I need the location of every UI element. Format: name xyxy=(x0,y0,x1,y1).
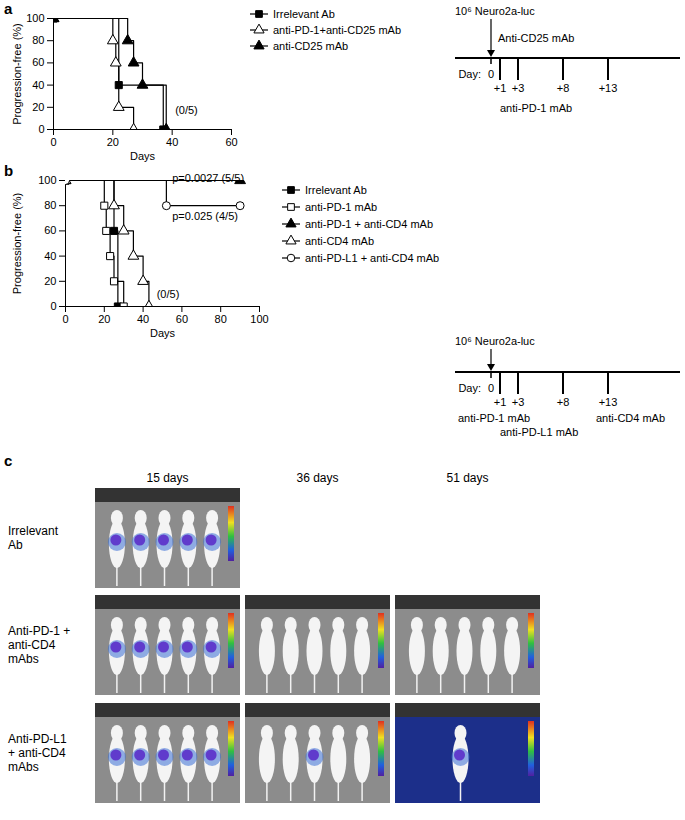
svg-text:a: a xyxy=(4,0,13,17)
svg-text:100: 100 xyxy=(250,313,268,325)
svg-text:mAbs: mAbs xyxy=(8,760,39,774)
svg-text:Anti-CD25 mAb: Anti-CD25 mAb xyxy=(498,32,574,44)
svg-text:60: 60 xyxy=(176,313,188,325)
svg-text:+8: +8 xyxy=(557,82,570,94)
svg-text:80: 80 xyxy=(32,34,44,46)
svg-text:40: 40 xyxy=(32,79,44,91)
svg-text:+8: +8 xyxy=(557,396,570,408)
svg-text:anti-PD-1 + anti-CD4 mAb: anti-PD-1 + anti-CD4 mAb xyxy=(305,218,433,230)
svg-text:60: 60 xyxy=(225,136,237,148)
svg-text:anti-CD25 mAb: anti-CD25 mAb xyxy=(273,40,348,52)
svg-text:anti-CD4: anti-CD4 xyxy=(8,638,56,652)
svg-text:p=0.025 (4/5): p=0.025 (4/5) xyxy=(172,210,238,222)
svg-text:100: 100 xyxy=(26,12,44,24)
svg-text:0: 0 xyxy=(50,136,56,148)
svg-text:anti-PD-1+anti-CD25 mAb: anti-PD-1+anti-CD25 mAb xyxy=(273,24,401,36)
svg-text:0: 0 xyxy=(50,300,56,312)
svg-text:36 days: 36 days xyxy=(296,471,338,485)
svg-text:Progression-free (%): Progression-free (%) xyxy=(11,193,23,294)
svg-text:+1: +1 xyxy=(494,82,507,94)
svg-text:40: 40 xyxy=(137,313,149,325)
svg-text:Day:: Day: xyxy=(458,68,481,80)
svg-text:Progression-free (%): Progression-free (%) xyxy=(11,23,23,124)
svg-text:20: 20 xyxy=(44,275,56,287)
svg-text:+13: +13 xyxy=(599,82,618,94)
svg-text:10⁶ Neuro2a-luc: 10⁶ Neuro2a-luc xyxy=(455,335,535,347)
svg-text:anti-PD-1 mAb: anti-PD-1 mAb xyxy=(305,201,377,213)
svg-text:60: 60 xyxy=(32,56,44,68)
svg-text:Day:: Day: xyxy=(458,382,481,394)
svg-text:10⁶ Neuro2a-luc: 10⁶ Neuro2a-luc xyxy=(455,5,535,17)
svg-text:anti-PD-1 mAb: anti-PD-1 mAb xyxy=(500,102,572,114)
svg-text:Irrelevant Ab: Irrelevant Ab xyxy=(305,184,367,196)
svg-text:c: c xyxy=(4,452,12,469)
svg-text:Ab: Ab xyxy=(8,538,23,552)
svg-text:anti-CD4 mAb: anti-CD4 mAb xyxy=(596,412,665,424)
svg-text:p=0.0027 (5/5): p=0.0027 (5/5) xyxy=(172,172,244,184)
svg-text:80: 80 xyxy=(215,313,227,325)
svg-text:anti-PD-L1 + anti-CD4 mAb: anti-PD-L1 + anti-CD4 mAb xyxy=(305,252,439,264)
svg-text:0: 0 xyxy=(488,68,494,80)
svg-text:+1: +1 xyxy=(494,396,507,408)
svg-text:100: 100 xyxy=(38,174,56,186)
svg-text:anti-PD-L1 mAb: anti-PD-L1 mAb xyxy=(500,426,578,438)
svg-text:20: 20 xyxy=(107,136,119,148)
svg-text:+13: +13 xyxy=(599,396,618,408)
svg-text:40: 40 xyxy=(44,250,56,262)
svg-text:mAbs: mAbs xyxy=(8,652,39,666)
svg-text:20: 20 xyxy=(98,313,110,325)
svg-text:Days: Days xyxy=(150,327,176,339)
svg-text:40: 40 xyxy=(166,136,178,148)
svg-text:+3: +3 xyxy=(512,396,525,408)
svg-text:Irrelevant: Irrelevant xyxy=(8,524,59,538)
svg-text:anti-CD4 mAb: anti-CD4 mAb xyxy=(305,235,374,247)
svg-text:0: 0 xyxy=(488,382,494,394)
svg-text:Anti-PD-L1: Anti-PD-L1 xyxy=(8,732,67,746)
svg-text:51 days: 51 days xyxy=(446,471,488,485)
svg-text:80: 80 xyxy=(44,199,56,211)
svg-text:20: 20 xyxy=(32,101,44,113)
svg-text:15 days: 15 days xyxy=(146,471,188,485)
svg-text:(0/5): (0/5) xyxy=(175,104,198,116)
svg-text:Anti-PD-1 +: Anti-PD-1 + xyxy=(8,624,70,638)
svg-text:(0/5): (0/5) xyxy=(157,288,180,300)
svg-text:0: 0 xyxy=(62,313,68,325)
svg-text:+3: +3 xyxy=(512,82,525,94)
svg-text:0: 0 xyxy=(38,123,44,135)
svg-text:60: 60 xyxy=(44,224,56,236)
svg-text:Days: Days xyxy=(130,150,156,162)
svg-text:Irrelevant Ab: Irrelevant Ab xyxy=(273,8,335,20)
svg-text:b: b xyxy=(4,162,13,179)
svg-text:anti-PD-1 mAb: anti-PD-1 mAb xyxy=(458,412,530,424)
svg-text:+ anti-CD4: + anti-CD4 xyxy=(8,746,66,760)
